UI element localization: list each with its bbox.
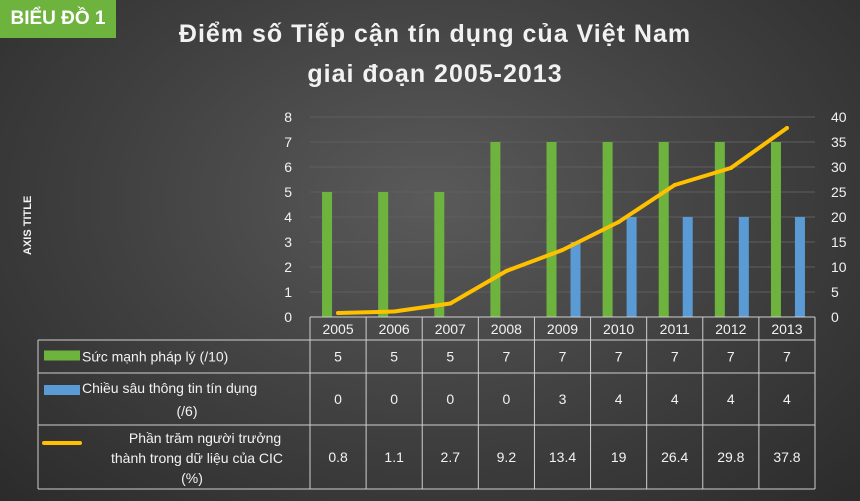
y2-tick-label: 40: [831, 109, 847, 125]
bar: [682, 217, 693, 317]
y-tick-label: 7: [284, 134, 292, 150]
chart-title: Điểm số Tiếp cận tín dụng của Việt Nam: [178, 20, 692, 48]
bar: [626, 217, 637, 317]
line-point: [616, 220, 621, 224]
series-name: Chiều sâu thông tin tín dụng: [82, 380, 257, 396]
chart-badge: BIỂU ĐỒ 1: [0, 0, 116, 38]
y2-tick-label: 30: [831, 159, 847, 175]
data-label: 0: [446, 391, 454, 407]
line-point: [392, 309, 397, 314]
series-name: (%): [181, 470, 203, 486]
y2-tick-label: 0: [831, 309, 839, 325]
y-tick-label: 1: [284, 284, 292, 300]
data-label: 7: [502, 349, 510, 365]
x-tick-label: 2006: [379, 321, 410, 337]
x-tick-label: 2012: [715, 321, 746, 337]
x-tick-label: 2013: [771, 321, 802, 337]
data-label: 4: [727, 391, 735, 407]
series-name: Phần trăm người trưởng: [129, 430, 281, 446]
y2-tick-label: 20: [831, 209, 847, 225]
y2-tick-label: 10: [831, 259, 847, 275]
data-label: 5: [334, 349, 342, 365]
data-label: 9.2: [497, 449, 517, 465]
bar: [322, 192, 333, 317]
data-label: 29.8: [717, 449, 744, 465]
x-tick-label: 2009: [547, 321, 578, 337]
line-point: [336, 311, 341, 315]
y-tick-label: 0: [284, 309, 292, 325]
legend-key: [44, 350, 80, 361]
data-label: 4: [615, 391, 623, 407]
y-tick-label: 2: [284, 259, 292, 275]
bar: [794, 217, 805, 317]
line-point: [728, 166, 733, 170]
x-tick-label: 2011: [660, 321, 690, 337]
y-tick-label: 8: [284, 109, 292, 125]
y2-tick-label: 25: [831, 184, 847, 200]
data-label: 7: [783, 349, 791, 365]
data-label: 5: [446, 349, 454, 365]
data-label: 0: [334, 391, 342, 407]
bar: [570, 242, 581, 317]
line-point: [448, 301, 453, 306]
y-tick-label: 5: [284, 184, 292, 200]
line-point: [504, 269, 509, 273]
chart-subtitle: giai đoạn 2005-2013: [307, 60, 563, 88]
legend-key: [44, 385, 80, 395]
bar: [378, 192, 389, 317]
line-point: [784, 126, 789, 130]
data-label: 2.7: [441, 449, 461, 465]
x-tick-label: 2008: [491, 321, 522, 337]
x-tick-label: 2007: [435, 321, 466, 337]
line-point: [672, 183, 677, 187]
y-tick-label: 4: [284, 209, 292, 225]
data-label: 7: [559, 349, 567, 365]
data-label: 7: [727, 349, 735, 365]
series-name: Sức mạnh pháp lý (/10): [82, 349, 228, 365]
data-label: 5: [390, 349, 398, 365]
data-label: 7: [615, 349, 623, 365]
data-label: 26.4: [661, 449, 688, 465]
data-label: 19: [611, 449, 627, 465]
y2-tick-label: 15: [831, 234, 847, 250]
x-tick-label: 2005: [322, 321, 353, 337]
bar: [738, 217, 749, 317]
x-tick-label: 2010: [603, 321, 634, 337]
y2-tick-label: 5: [831, 284, 839, 300]
data-label: 1.1: [384, 449, 404, 465]
series-name: thành trong dữ liệu của CIC: [111, 450, 283, 466]
data-label: 3: [559, 391, 567, 407]
bar: [714, 142, 725, 317]
y2-tick-label: 35: [831, 134, 847, 150]
bar: [658, 142, 669, 317]
data-label: 0.8: [328, 449, 348, 465]
data-label: 13.4: [549, 449, 576, 465]
data-label: 4: [671, 391, 679, 407]
data-label: 7: [671, 349, 679, 365]
data-label: 37.8: [773, 449, 800, 465]
data-label: 0: [502, 391, 510, 407]
y-tick-label: 6: [284, 159, 292, 175]
bar: [770, 142, 781, 317]
series-name: (/6): [177, 403, 198, 419]
bar: [490, 142, 501, 317]
data-label: 4: [783, 391, 791, 407]
line-point: [560, 248, 565, 252]
data-label: 0: [390, 391, 398, 407]
bar: [546, 142, 557, 317]
bar: [434, 192, 445, 317]
y-tick-label: 3: [284, 234, 292, 250]
